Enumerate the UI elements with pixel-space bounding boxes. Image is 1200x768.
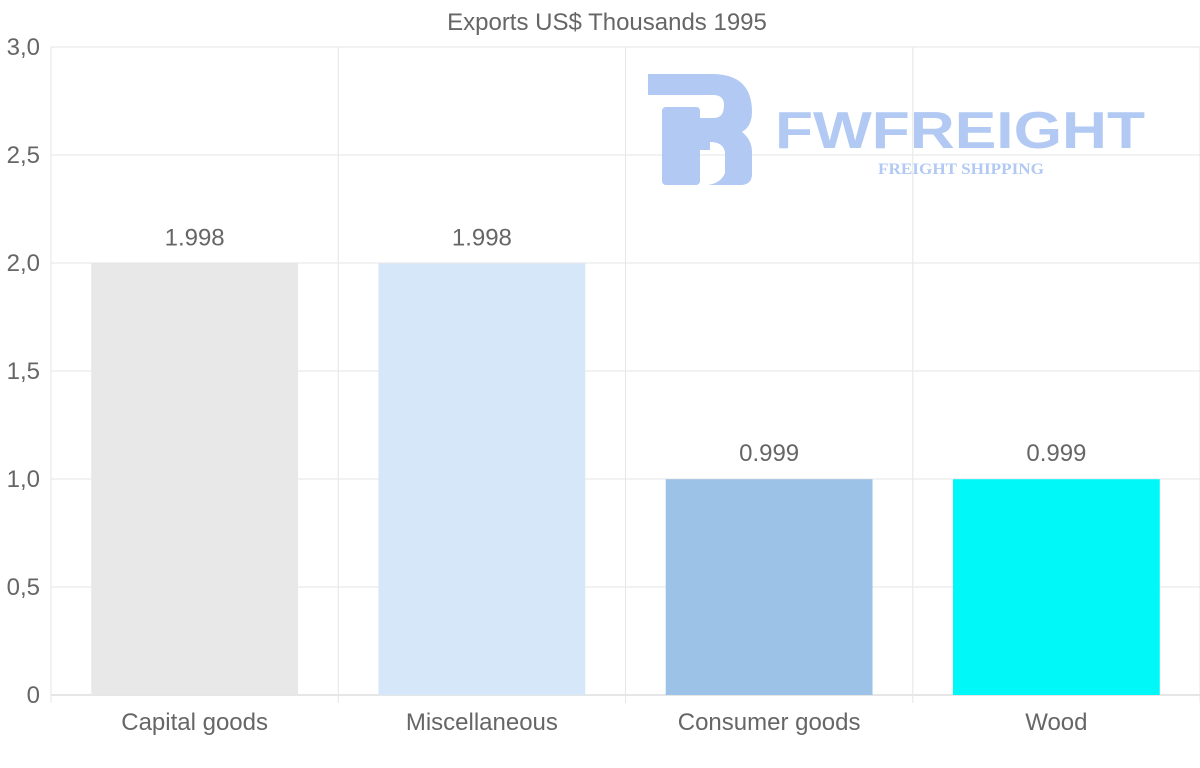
bar-wood[interactable] bbox=[952, 479, 1160, 695]
fw-logo-icon bbox=[648, 74, 752, 185]
x-tick-label: Wood bbox=[1025, 709, 1087, 736]
x-tick-label: Miscellaneous bbox=[406, 709, 558, 736]
bar-value-label: 0.999 bbox=[1026, 440, 1086, 467]
watermark-brand: FWFREIGHT bbox=[775, 102, 1145, 160]
bars bbox=[91, 263, 1160, 695]
chart-title: Exports US$ Thousands 1995 bbox=[447, 9, 767, 36]
y-tick-label: 2,0 bbox=[7, 250, 40, 277]
y-tick-label: 2,5 bbox=[7, 142, 40, 169]
bar-value-label: 1.998 bbox=[165, 224, 225, 251]
y-tick-label: 1,0 bbox=[7, 466, 40, 493]
y-tick-label: 0,5 bbox=[7, 574, 40, 601]
watermark-logo: FWFREIGHT FREIGHT SHIPPING bbox=[648, 74, 1145, 185]
x-tick-label: Consumer goods bbox=[678, 709, 861, 736]
bar-capital-goods[interactable] bbox=[91, 263, 299, 695]
bar-consumer-goods[interactable] bbox=[665, 479, 873, 695]
watermark-tagline: FREIGHT SHIPPING bbox=[878, 161, 1045, 178]
y-tick-label: 1,5 bbox=[7, 358, 40, 385]
y-tick-label: 0 bbox=[27, 682, 40, 709]
bar-miscellaneous[interactable] bbox=[378, 263, 586, 695]
x-axis: Capital goods Miscellaneous Consumer goods… bbox=[121, 709, 1087, 736]
data-labels: 1.998 1.998 0.999 0.999 bbox=[165, 224, 1087, 467]
bar-value-label: 1.998 bbox=[452, 224, 512, 251]
y-axis: 0 0,5 1,0 1,5 2,0 2,5 3,0 bbox=[7, 34, 40, 709]
y-tick-label: 3,0 bbox=[7, 34, 40, 61]
x-tick-label: Capital goods bbox=[121, 709, 268, 736]
bar-value-label: 0.999 bbox=[739, 440, 799, 467]
